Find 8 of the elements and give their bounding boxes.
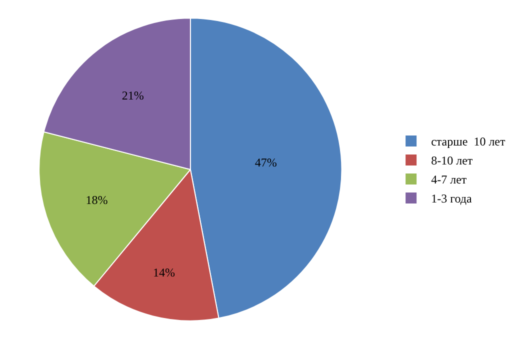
legend-label: 4-7 лет xyxy=(431,172,468,187)
legend-label: 8-10 лет xyxy=(431,154,474,168)
data-label: 18% xyxy=(86,192,108,207)
data-label: 21% xyxy=(122,88,144,102)
legend-label: старше 10 лет xyxy=(431,134,506,149)
data-label: 14% xyxy=(153,265,176,280)
legend-label: 1-3 года xyxy=(431,192,472,206)
data-label: 47% xyxy=(254,155,277,170)
